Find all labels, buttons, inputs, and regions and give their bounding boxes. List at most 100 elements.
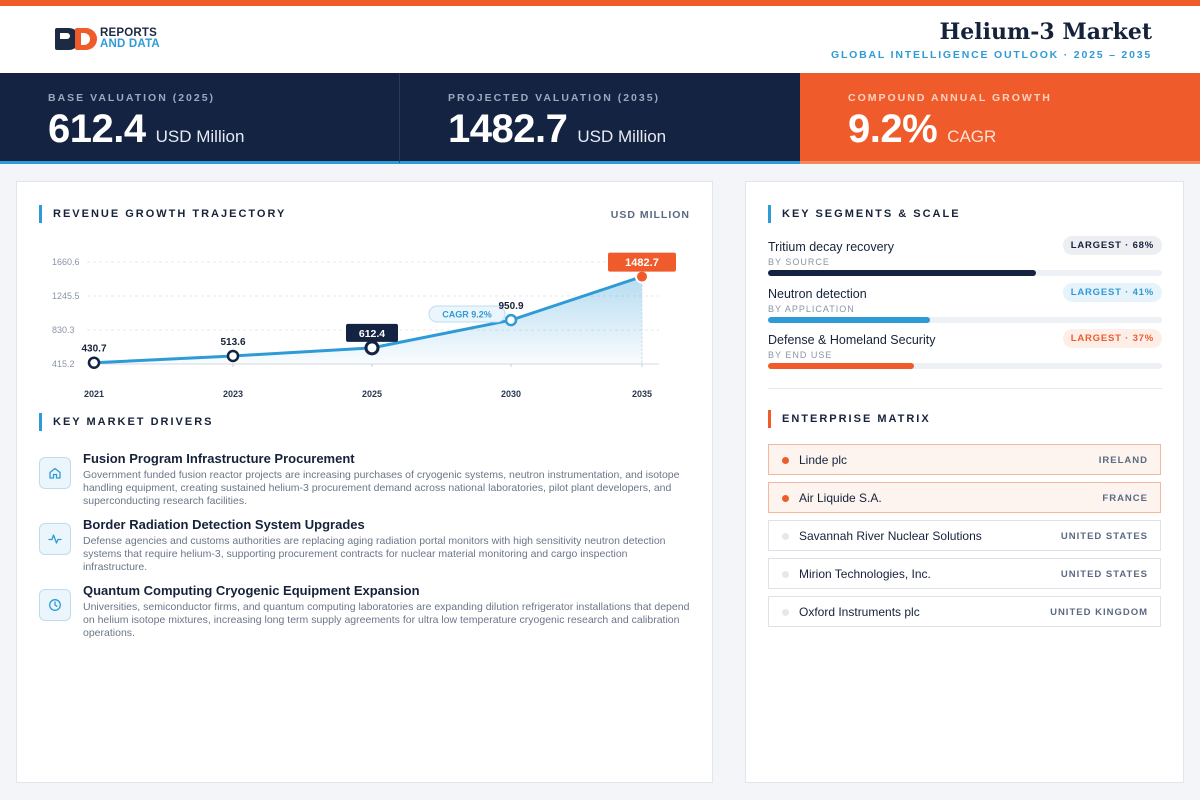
enterprise-row[interactable]: Mirion Technologies, Inc. UNITED STATES: [768, 558, 1161, 589]
status-dot: [782, 571, 789, 578]
segment-badge: LARGEST · 37%: [1062, 329, 1162, 348]
driver-text: Universities, semiconductor firms, and q…: [83, 601, 690, 639]
segment-badge: LARGEST · 68%: [1062, 236, 1162, 255]
kpi-projected-valuation: PROJECTED VALUATION (2035) 1482.7 USD Mi…: [400, 73, 800, 164]
company-country: UNITED STATES: [1060, 569, 1148, 580]
company-name: Savannah River Nuclear Solutions: [799, 529, 982, 543]
kpi-cagr: COMPOUND ANNUAL GROWTH 9.2% CAGR: [800, 73, 1200, 164]
segment-bar-fill: [768, 317, 930, 323]
driver-title: Border Radiation Detection System Upgrad…: [83, 517, 365, 532]
segment-category: BY END USE: [768, 350, 833, 360]
brand-logo: REPORTS AND DATA: [55, 27, 160, 50]
company-country: FRANCE: [1102, 493, 1148, 504]
driver-text: Defense agencies and customs authorities…: [83, 535, 666, 573]
segment-category: BY SOURCE: [768, 257, 830, 267]
data-point: [87, 356, 101, 369]
data-label: 430.7: [81, 344, 106, 355]
activity-icon: [39, 523, 71, 555]
y-tick-label: 830.3: [52, 325, 75, 335]
chart-section-heading: REVENUE GROWTH TRAJECTORY: [39, 205, 286, 223]
data-point: [504, 313, 518, 327]
driver-text: Government funded fusion reactor project…: [83, 469, 680, 507]
y-tick-label: 415.2: [52, 359, 75, 369]
data-label: 513.6: [220, 337, 245, 348]
data-label: 950.9: [498, 301, 523, 312]
kpi-value-row: 9.2% CAGR: [848, 107, 996, 152]
enterprise-row[interactable]: Savannah River Nuclear Solutions UNITED …: [768, 520, 1161, 551]
segment-bar-track: [768, 270, 1162, 276]
data-label-final: 1482.7: [608, 252, 676, 272]
kpi-value: 612.4: [48, 107, 146, 151]
kpi-unit: USD Million: [577, 127, 667, 146]
header: REPORTS AND DATA Helium-3 Market GLOBAL …: [0, 6, 1200, 73]
drivers-section-heading: KEY MARKET DRIVERS: [39, 413, 213, 431]
status-dot: [782, 609, 789, 616]
logo-mark-icon: [55, 28, 97, 50]
kpi-unit: CAGR: [947, 127, 997, 146]
kpi-value: 9.2%: [848, 107, 938, 151]
cagr-label: CAGR 9.2%: [442, 310, 492, 320]
home-icon: [39, 457, 71, 489]
logo-line-1: REPORTS: [100, 27, 157, 39]
x-tick-label: 2025: [362, 389, 382, 399]
x-tick-label: 2023: [223, 389, 243, 399]
kpi-label: COMPOUND ANNUAL GROWTH: [848, 92, 1052, 104]
status-dot: [782, 495, 789, 502]
drivers-section-title: KEY MARKET DRIVERS: [53, 416, 214, 428]
enterprise-row[interactable]: Oxford Instruments plc UNITED KINGDOM: [768, 596, 1161, 627]
revenue-chart: 415.2 830.3 1245.5 1660.6 CAGR 9.2% 430.7 513.…: [52, 252, 676, 399]
segments-section-heading: KEY SEGMENTS & SCALE: [768, 205, 961, 223]
logo-line-2: AND DATA: [100, 38, 160, 50]
status-dot: [782, 457, 789, 464]
company-name: Air Liquide S.A.: [799, 491, 882, 505]
y-tick-label: 1660.6: [52, 257, 80, 267]
cagr-annotation: CAGR 9.2%: [428, 305, 506, 323]
enterprise-row[interactable]: Linde plc IRELAND: [768, 444, 1161, 475]
kpi-unit: USD Million: [155, 127, 245, 146]
page-title: Helium-3 Market: [939, 19, 1152, 45]
segment-name: Neutron detection: [768, 287, 867, 301]
enterprise-section-title: ENTERPRISE MATRIX: [782, 413, 931, 425]
cagr-pill: [428, 305, 506, 323]
x-tick-label: 2035: [632, 389, 652, 399]
chart-unit-label: USD MILLION: [610, 209, 690, 221]
data-point: [226, 349, 240, 363]
logo-text: REPORTS AND DATA: [100, 27, 160, 50]
clock-icon: [39, 589, 71, 621]
segment-badge: LARGEST · 41%: [1062, 283, 1162, 302]
kpi-label: PROJECTED VALUATION (2035): [448, 92, 661, 104]
kpi-value-row: 612.4 USD Million: [48, 107, 244, 152]
right-panel: KEY SEGMENTS & SCALE Tritium decay recov…: [745, 181, 1184, 783]
segment-category: BY APPLICATION: [768, 304, 855, 314]
chart-section-title: REVENUE GROWTH TRAJECTORY: [53, 208, 287, 220]
driver-title: Fusion Program Infrastructure Procuremen…: [83, 451, 355, 466]
segment-name: Tritium decay recovery: [768, 240, 894, 254]
company-country: UNITED KINGDOM: [1050, 607, 1148, 618]
section-accent-bar: [768, 410, 771, 428]
page-subtitle: GLOBAL INTELLIGENCE OUTLOOK · 2025 – 203…: [831, 49, 1152, 61]
data-label: 1482.7: [625, 257, 659, 269]
company-country: IRELAND: [1098, 455, 1148, 466]
kpi-label: BASE VALUATION (2025): [48, 92, 216, 104]
segments-section-title: KEY SEGMENTS & SCALE: [782, 208, 961, 220]
driver-title: Quantum Computing Cryogenic Equipment Ex…: [83, 583, 420, 598]
area-fill: [94, 276, 642, 364]
status-dot: [782, 533, 789, 540]
section-divider: [768, 388, 1162, 389]
segment-bar-track: [768, 317, 1162, 323]
x-tick-label: 2030: [501, 389, 521, 399]
enterprise-section-heading: ENTERPRISE MATRIX: [768, 410, 931, 428]
company-country: UNITED STATES: [1060, 531, 1148, 542]
enterprise-row[interactable]: Air Liquide S.A. FRANCE: [768, 482, 1161, 513]
y-tick-label: 1245.5: [52, 291, 80, 301]
data-label-bg: [608, 252, 676, 272]
kpi-value-row: 1482.7 USD Million: [448, 107, 666, 152]
section-accent-bar: [768, 205, 771, 223]
data-point: [364, 340, 380, 356]
left-panel: REVENUE GROWTH TRAJECTORY USD MILLION 41…: [16, 181, 713, 783]
company-name: Mirion Technologies, Inc.: [799, 567, 931, 581]
segment-name: Defense & Homeland Security: [768, 333, 936, 347]
company-name: Linde plc: [799, 453, 848, 467]
section-accent-bar: [39, 413, 42, 431]
x-tick-label: 2021: [84, 389, 104, 399]
